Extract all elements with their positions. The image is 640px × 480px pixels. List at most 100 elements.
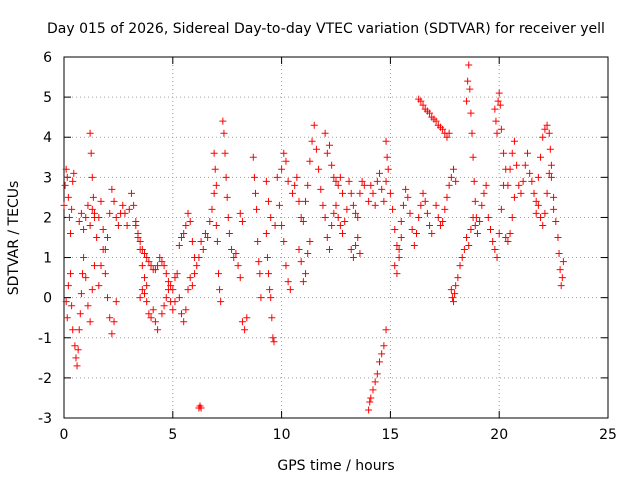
data-point [352, 242, 360, 250]
data-point [221, 149, 229, 157]
data-point [119, 201, 127, 209]
data-point [278, 165, 286, 173]
data-point [354, 213, 362, 221]
data-point [460, 246, 468, 254]
data-point [443, 133, 451, 141]
data-point [65, 213, 73, 221]
data-point [223, 193, 231, 201]
data-point [87, 149, 95, 157]
data-point [454, 274, 462, 282]
data-point [476, 217, 484, 225]
y-tick-label: -3 [38, 411, 52, 427]
data-point [445, 129, 453, 137]
data-point [382, 177, 390, 185]
x-tick-label: 25 [599, 427, 617, 443]
data-point [255, 258, 263, 266]
data-point [197, 238, 205, 246]
data-point [106, 314, 114, 322]
data-point [354, 234, 362, 241]
data-point [136, 294, 144, 302]
data-point [236, 209, 244, 217]
data-point [426, 221, 434, 229]
data-point [380, 342, 388, 350]
data-point [399, 201, 407, 209]
data-point [224, 213, 232, 221]
data-point [186, 217, 194, 225]
data-point [154, 326, 162, 334]
data-point [321, 213, 329, 221]
data-point [293, 173, 301, 181]
data-point [545, 169, 553, 177]
data-point [465, 61, 473, 69]
data-point [193, 262, 201, 270]
data-point [466, 85, 474, 93]
data-point [97, 197, 105, 205]
data-point [534, 201, 542, 209]
data-point [349, 254, 357, 262]
data-point [554, 234, 562, 241]
data-point [78, 270, 86, 278]
data-point [496, 101, 504, 109]
data-point [397, 234, 405, 241]
data-point [219, 117, 227, 125]
x-tick-label: 5 [168, 427, 177, 443]
y-tick-label: 3 [43, 170, 52, 186]
data-point [275, 201, 283, 209]
data-point [184, 209, 192, 217]
data-point [64, 282, 72, 290]
data-point [559, 258, 567, 266]
data-point [72, 354, 80, 362]
data-point [164, 286, 172, 294]
data-point [358, 177, 366, 185]
data-point [160, 262, 168, 270]
data-point [158, 258, 166, 266]
data-point [330, 209, 338, 217]
data-point [328, 161, 336, 169]
data-point [443, 193, 451, 201]
data-point [330, 173, 338, 181]
data-point [106, 209, 114, 217]
data-point [323, 234, 331, 241]
data-point [82, 274, 90, 282]
data-point [197, 404, 205, 412]
data-point [369, 189, 377, 197]
data-point [238, 318, 246, 326]
data-point [143, 282, 151, 290]
data-point [236, 274, 244, 282]
data-point [334, 181, 342, 189]
data-point [164, 278, 172, 286]
data-point [149, 306, 157, 314]
data-point [71, 342, 79, 350]
data-point [339, 229, 347, 237]
data-point [497, 205, 505, 213]
data-point [470, 177, 478, 185]
data-point [145, 258, 153, 266]
data-point [210, 189, 218, 197]
data-point [550, 193, 558, 201]
data-point [319, 201, 327, 209]
data-point [108, 330, 116, 338]
data-point [504, 238, 512, 246]
data-point [415, 213, 423, 221]
data-point [526, 169, 534, 177]
data-point [125, 205, 133, 213]
data-point [393, 270, 401, 278]
data-point [266, 286, 274, 294]
data-point [136, 238, 144, 246]
data-point [167, 282, 175, 290]
data-point [347, 246, 355, 254]
data-point [506, 229, 514, 237]
data-point [360, 181, 368, 189]
data-point [70, 169, 78, 177]
y-tick-label: 5 [43, 90, 52, 106]
data-point [494, 97, 502, 105]
data-point [482, 181, 490, 189]
data-point [63, 314, 71, 322]
data-point [180, 229, 188, 237]
data-point [86, 129, 94, 137]
data-point [539, 221, 547, 229]
data-point [465, 242, 473, 250]
data-point [304, 181, 312, 189]
data-point [417, 201, 425, 209]
